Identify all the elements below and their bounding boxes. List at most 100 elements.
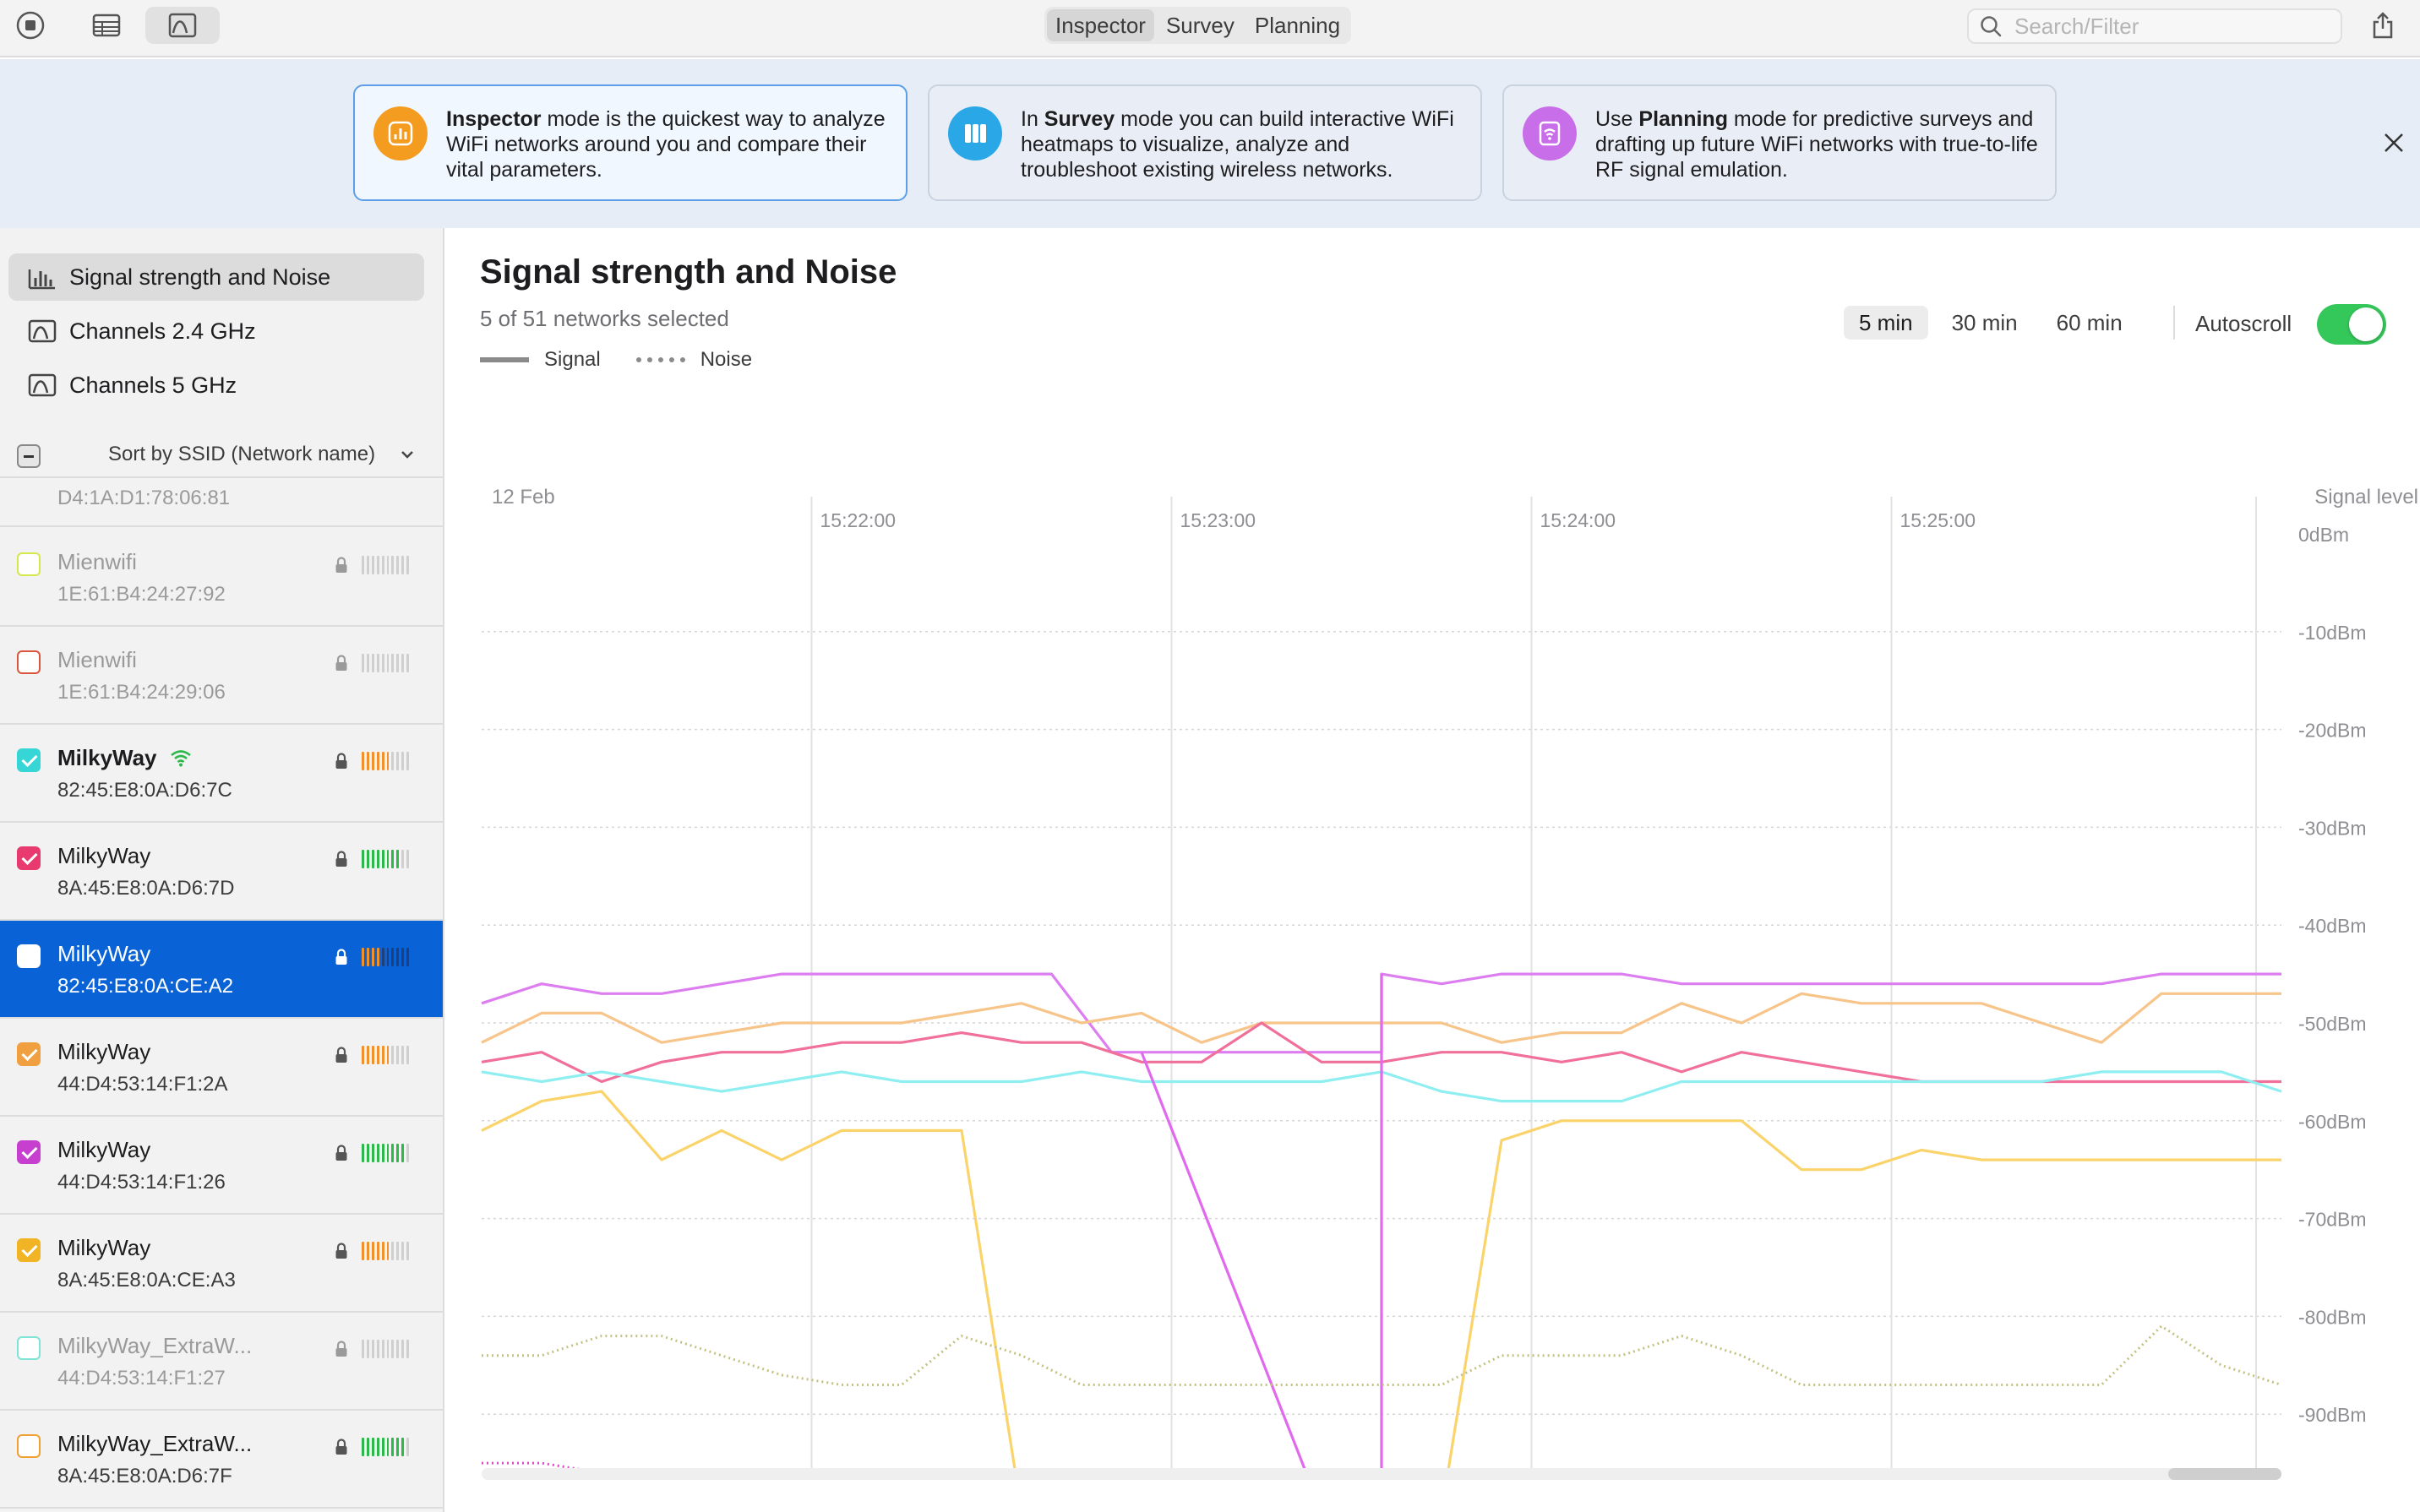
network-checkbox[interactable] — [17, 1434, 41, 1458]
signal-series-line — [481, 1090, 2281, 1470]
survey-info-text: In Survey mode you can build interactive… — [1021, 107, 1454, 182]
network-row[interactable]: MilkyWay_ExtraW... 8A:45:E8:0A:D6:7F — [0, 1411, 443, 1509]
signal-bars-icon — [362, 850, 410, 868]
signal-bars-icon — [362, 1144, 410, 1162]
network-bssid: 82:45:E8:0A:CE:A2 — [57, 975, 234, 998]
signal-noise-chart: 12 Feb Signal level 0dBm -10dBm -20dBm -30dBm… — [481, 486, 2418, 1470]
sidebar-item-label: Signal strength and Noise — [69, 264, 331, 290]
lock-icon — [335, 557, 347, 573]
y-tick-label: -40dBm — [2298, 915, 2367, 937]
network-checkbox[interactable] — [17, 1238, 41, 1262]
network-checkbox[interactable] — [17, 552, 41, 576]
lock-icon — [335, 753, 347, 769]
record-icon — [16, 11, 45, 40]
sidebar-item-channels-24[interactable]: Channels 2.4 GHz — [8, 307, 424, 355]
lock-icon — [335, 851, 347, 867]
network-bssid: 8A:45:E8:0A:CE:A3 — [57, 1269, 236, 1292]
divider — [2173, 306, 2175, 340]
network-checkbox[interactable] — [17, 1140, 41, 1164]
network-bssid: 44:D4:53:14:F1:2A — [57, 1073, 228, 1096]
network-row[interactable]: MilkyWay 44:D4:53:14:F1:26 — [0, 1117, 443, 1215]
y-tick-label: -70dBm — [2298, 1209, 2367, 1231]
y-tick-label: -90dBm — [2298, 1404, 2367, 1426]
network-bssid: 8A:45:E8:0A:D6:7F — [57, 1465, 232, 1488]
signal-bars-icon — [362, 1046, 410, 1064]
network-row[interactable]: Mienwifi 1E:61:B4:24:27:92 — [0, 529, 443, 627]
network-ssid: MilkyWay — [57, 1235, 151, 1260]
network-row[interactable]: MilkyWay 8A:45:E8:0A:CE:A3 — [0, 1215, 443, 1313]
sidebar-item-channels-5[interactable]: Channels 5 GHz — [8, 362, 424, 409]
network-checkbox[interactable] — [17, 1336, 41, 1360]
lock-icon — [335, 949, 347, 965]
planning-info-card[interactable]: Use Planning mode for predictive surveys… — [1502, 84, 2057, 201]
network-checkbox[interactable] — [17, 748, 41, 772]
legend-signal-swatch — [480, 357, 529, 362]
time-30min[interactable]: 30 min — [1951, 310, 2018, 335]
select-all-checkbox[interactable] — [17, 444, 41, 468]
tab-planning[interactable]: Planning — [1254, 13, 1341, 38]
sort-row: Sort by SSID (Network name) — [0, 431, 443, 478]
signal-bars-icon — [362, 556, 410, 574]
network-bssid: 1E:61:B4:24:27:92 — [57, 583, 226, 606]
toolbar: Inspector Survey Planning — [0, 0, 2420, 57]
x-tick-label: 15:24:00 — [1540, 509, 1616, 531]
sidebar-item-label: Channels 2.4 GHz — [69, 318, 256, 344]
network-checkbox[interactable] — [17, 846, 41, 870]
record-button[interactable] — [12, 7, 49, 44]
signal-bars-icon — [362, 752, 410, 770]
share-icon — [2373, 12, 2393, 39]
search-box — [1967, 8, 2342, 44]
sidebar-item-signal-noise[interactable]: Signal strength and Noise — [8, 253, 424, 301]
network-row[interactable]: Mienwifi 1E:61:B4:24:29:06 — [0, 627, 443, 725]
planning-info-text: Use Planning mode for predictive surveys… — [1595, 107, 2038, 182]
inspector-info-card[interactable]: Inspector mode is the quickest way to an… — [353, 84, 908, 201]
time-60min[interactable]: 60 min — [2056, 310, 2123, 335]
scrollbar-thumb[interactable] — [2168, 1468, 2281, 1480]
connected-wifi-icon — [171, 750, 191, 767]
autoscroll-label: Autoscroll — [2195, 311, 2292, 336]
inspector-icon — [373, 106, 428, 160]
network-ssid: MilkyWay — [57, 941, 151, 966]
y-tick-label: -60dBm — [2298, 1111, 2367, 1133]
horizontal-scrollbar[interactable] — [482, 1468, 2281, 1480]
network-row[interactable]: MilkyWay 82:45:E8:0A:CE:A2 — [0, 921, 443, 1019]
network-row[interactable]: MilkyWay 8A:45:E8:0A:D6:7D — [0, 823, 443, 921]
network-row[interactable]: MilkyWay 44:D4:53:14:F1:2A — [0, 1019, 443, 1117]
chevron-down-icon[interactable] — [399, 448, 416, 461]
network-row[interactable]: MilkyWay_ExtraW... 44:D4:53:14:F1:27 — [0, 1313, 443, 1411]
network-checkbox[interactable] — [17, 944, 41, 968]
mode-info-banner: Inspector mode is the quickest way to an… — [0, 59, 2420, 228]
time-5min[interactable]: 5 min — [1844, 306, 1928, 340]
chart-legend: Signal Noise — [480, 348, 752, 372]
y-tick-label: 0dBm — [2298, 524, 2349, 546]
signal-bars-icon — [362, 654, 410, 672]
network-checkbox[interactable] — [17, 650, 41, 674]
network-row-partial[interactable]: D4:1A:D1:78:06:81 — [0, 476, 443, 527]
network-bssid: 44:D4:53:14:F1:26 — [57, 1171, 226, 1194]
sort-dropdown[interactable]: Sort by SSID (Network name) — [108, 443, 376, 465]
network-row[interactable]: MilkyWay 82:45:E8:0A:D6:7C — [0, 725, 443, 823]
network-ssid: MilkyWay — [57, 1039, 151, 1064]
selection-count: 5 of 51 networks selected — [480, 306, 729, 331]
tab-inspector[interactable]: Inspector — [1047, 9, 1154, 41]
channel-view-button[interactable] — [145, 7, 220, 44]
search-input[interactable] — [2014, 13, 2336, 40]
network-ssid: Mienwifi — [57, 549, 137, 574]
signal-bars-icon — [362, 1242, 410, 1260]
share-button[interactable] — [2366, 7, 2400, 44]
signal-bars-icon — [362, 1438, 410, 1456]
network-ssid: MilkyWay — [57, 1137, 151, 1162]
network-ssid: MilkyWay_ExtraW... — [57, 1431, 253, 1456]
tab-survey[interactable]: Survey — [1165, 13, 1235, 38]
lock-icon — [335, 1243, 347, 1259]
signal-chart-icon — [28, 269, 55, 290]
network-ssid: MilkyWay — [57, 745, 157, 770]
y-tick-label: -50dBm — [2298, 1013, 2367, 1035]
y-tick-label: -30dBm — [2298, 817, 2367, 839]
table-view-button[interactable] — [84, 7, 128, 44]
close-icon[interactable] — [2381, 130, 2406, 155]
channel-icon — [28, 319, 57, 343]
network-checkbox[interactable] — [17, 1042, 41, 1066]
autoscroll-toggle[interactable] — [2317, 304, 2386, 345]
survey-info-card[interactable]: In Survey mode you can build interactive… — [928, 84, 1482, 201]
